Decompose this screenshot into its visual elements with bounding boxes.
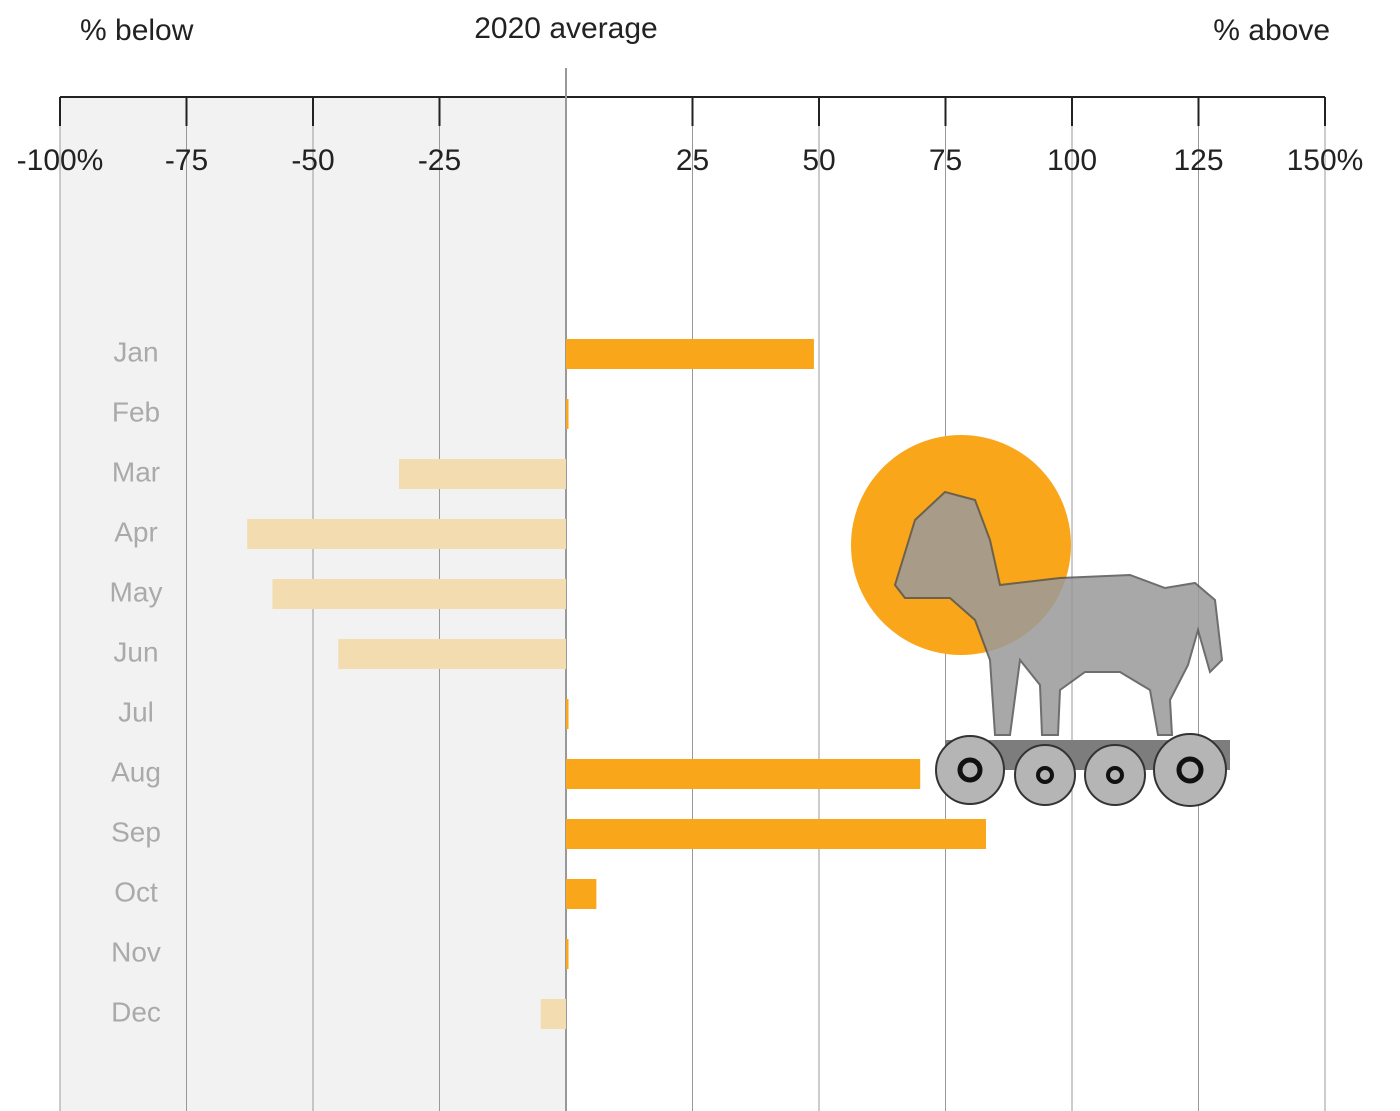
x-tick-label: 100 [1047, 144, 1097, 177]
category-label: Sep [111, 816, 161, 847]
header-left: % below [80, 14, 194, 47]
x-tick-label: 50 [802, 144, 835, 177]
bar [272, 579, 566, 609]
horse-illustration [851, 435, 1230, 807]
x-tick-label: -50 [291, 144, 334, 177]
bar [566, 939, 569, 969]
category-label: Dec [111, 996, 161, 1027]
header-center: 2020 average [474, 12, 658, 45]
bar [399, 459, 566, 489]
category-label: May [110, 576, 163, 607]
bar [338, 639, 566, 669]
x-tick-label: 75 [929, 144, 962, 177]
category-label: Feb [112, 396, 160, 427]
category-label: Jun [113, 636, 158, 667]
bar [566, 699, 569, 729]
category-label: Mar [112, 456, 160, 487]
x-tick-label: -75 [165, 144, 208, 177]
header-right: % above [1213, 14, 1330, 47]
category-label: Jan [113, 336, 158, 367]
x-tick-label: -25 [418, 144, 461, 177]
category-label: Jul [118, 696, 154, 727]
x-tick-label: 125 [1173, 144, 1223, 177]
category-label: Apr [114, 516, 158, 547]
x-tick-label: -100% [17, 144, 104, 177]
bar [566, 399, 569, 429]
bar [566, 819, 986, 849]
bar [566, 879, 597, 909]
bar [566, 759, 921, 789]
bar [247, 519, 566, 549]
bar [540, 999, 566, 1029]
bar [566, 339, 814, 369]
category-label: Oct [114, 876, 158, 907]
x-tick-label: 25 [676, 144, 709, 177]
category-label: Aug [111, 756, 161, 787]
category-label: Nov [111, 936, 161, 967]
x-tick-label: 150% [1287, 144, 1364, 177]
